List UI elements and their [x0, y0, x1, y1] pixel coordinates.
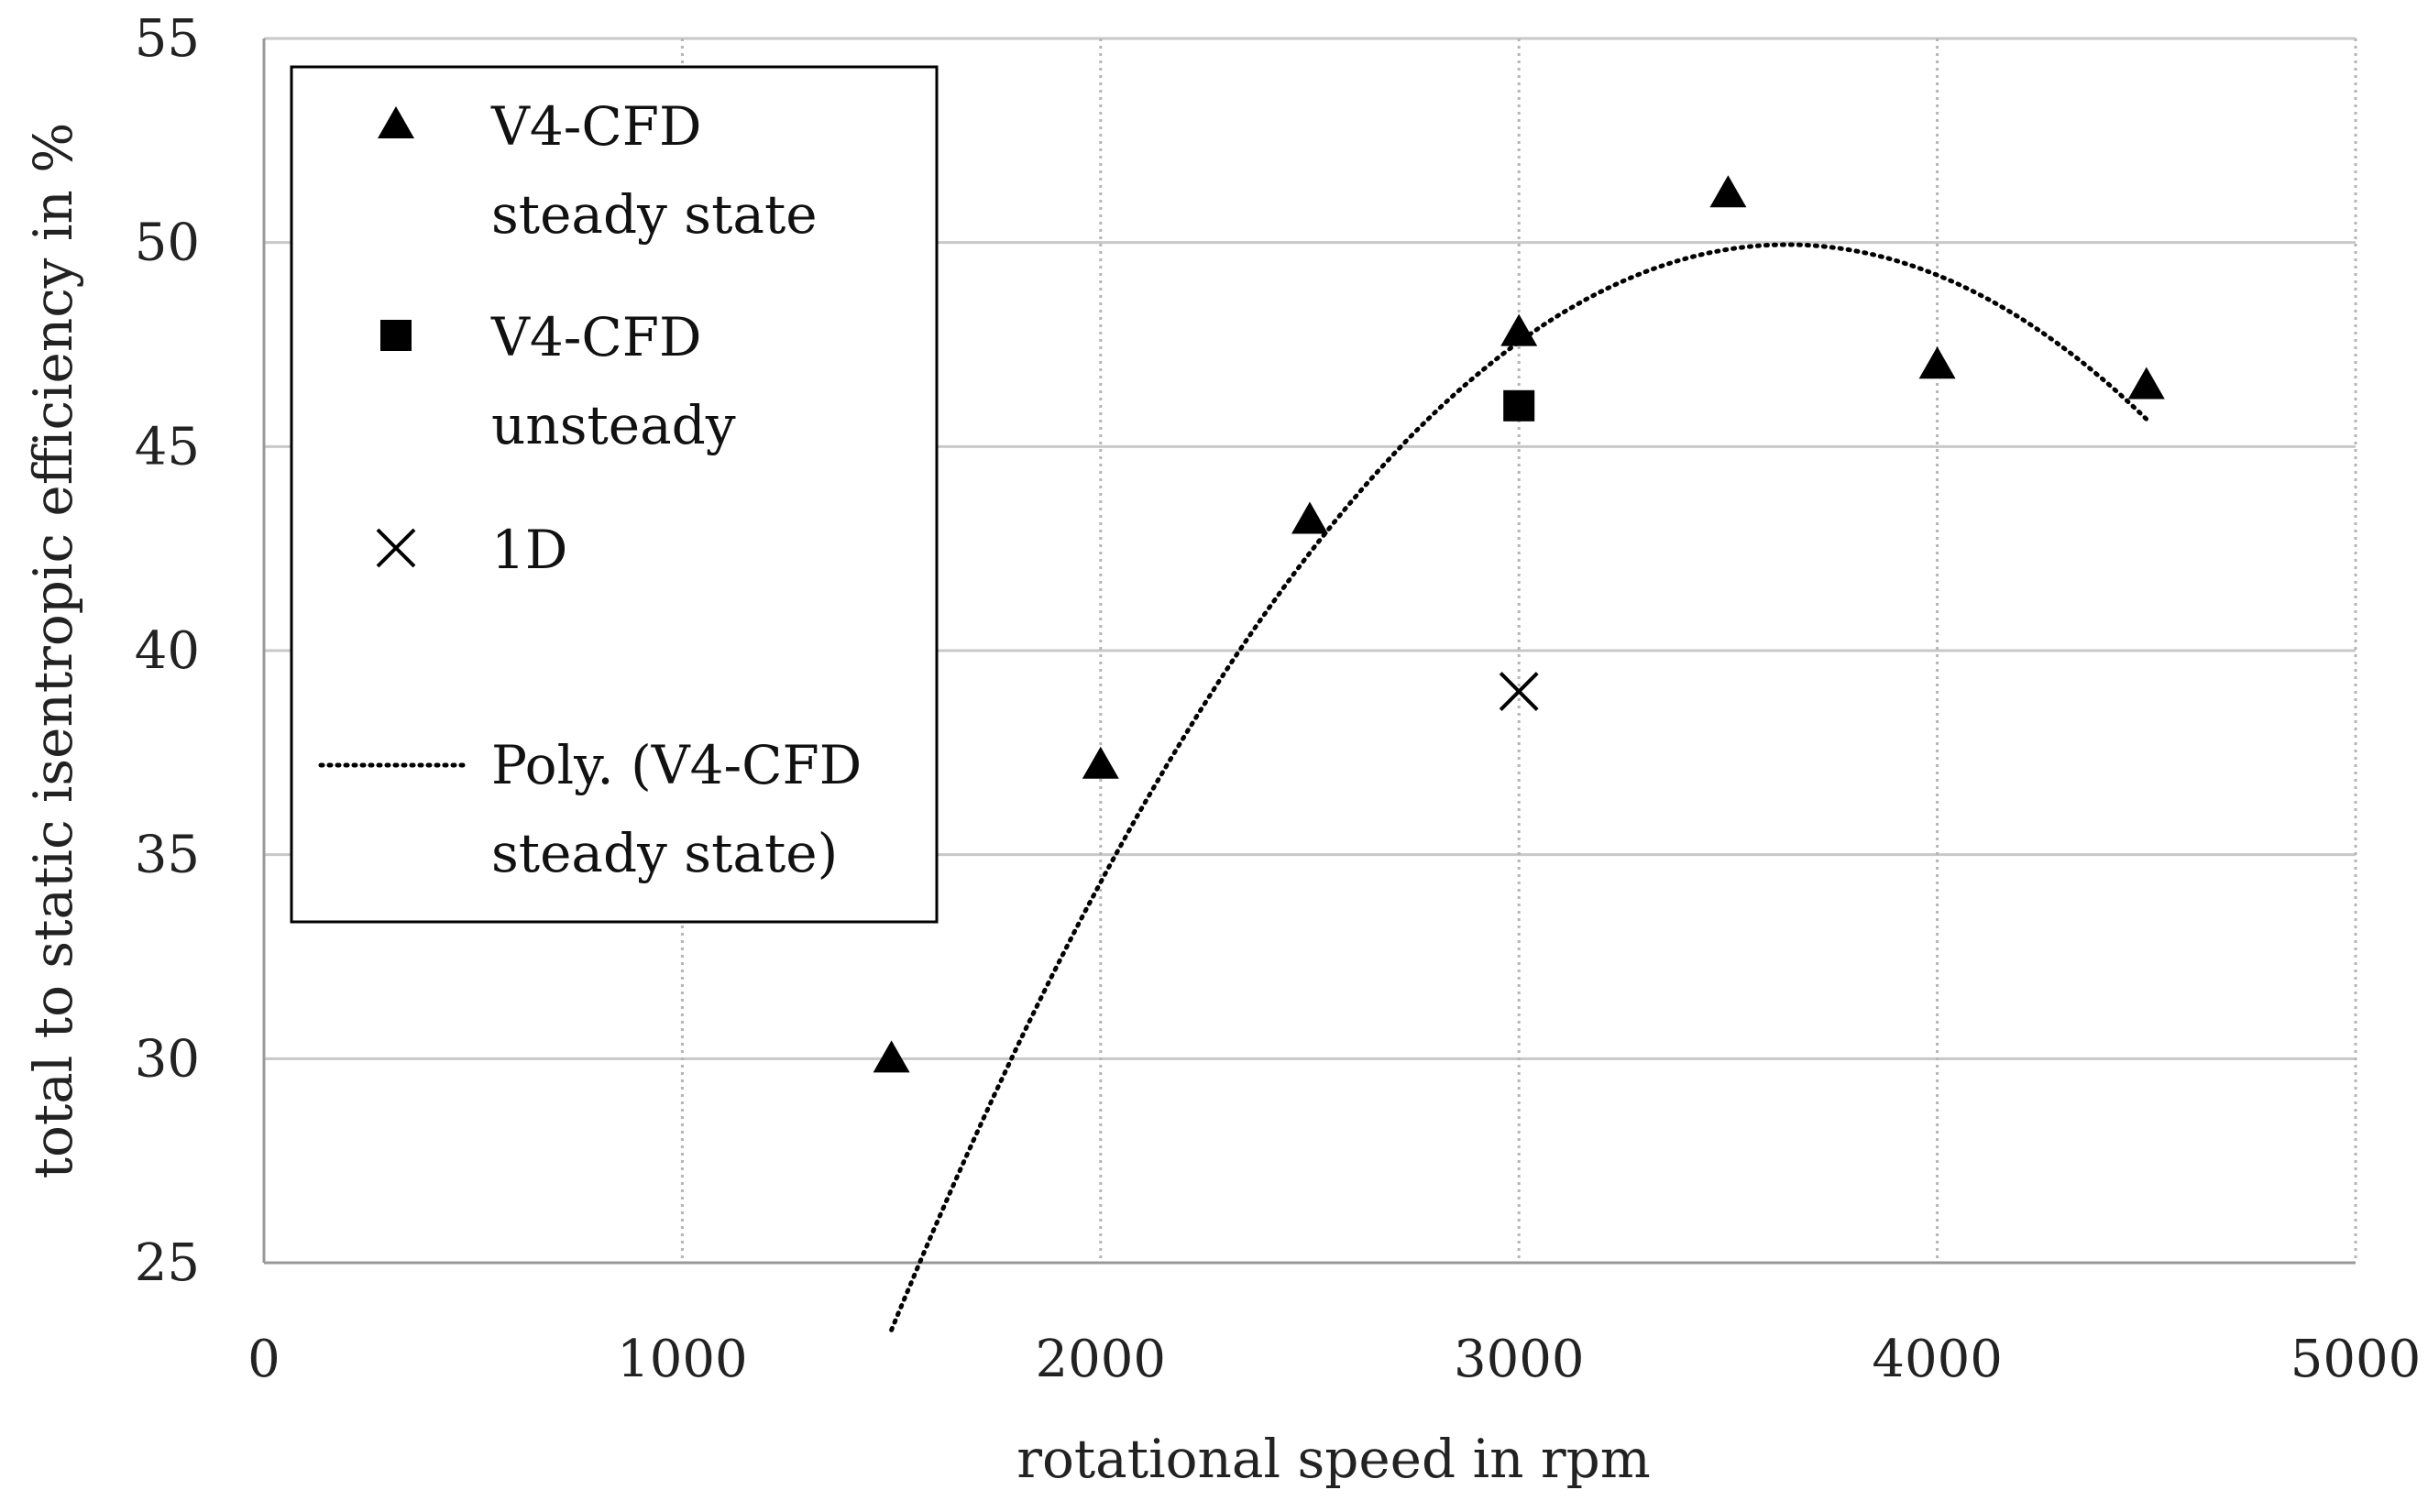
data-point-triangle	[2127, 367, 2165, 400]
x-marker-stroke	[376, 528, 416, 568]
legend-symbol-x	[376, 528, 416, 568]
legend-box	[290, 65, 939, 924]
x-tick-labels: 0 1000 2000 3000 4000 5000	[247, 1330, 2421, 1389]
x-tick-label: 4000	[1872, 1330, 2003, 1389]
legend: V4-CFD steady state V4-CFD unsteady 1D Poly. …	[290, 65, 939, 924]
data-point-triangle	[1291, 501, 1328, 534]
data-point-triangle	[1082, 746, 1119, 779]
data-point-triangle	[873, 1040, 910, 1073]
y-tick-label: 30	[135, 1029, 200, 1089]
data-point-x	[1499, 672, 1539, 711]
data-point-triangle	[1500, 313, 1538, 346]
legend-label: steady state	[491, 183, 818, 246]
x-tick-label: 3000	[1454, 1330, 1585, 1389]
y-axis-title: total to static isentropic efficiency in…	[22, 123, 84, 1179]
x-axis-title: rotational speed in rpm	[1016, 1428, 1651, 1490]
y-tick-label: 40	[135, 621, 200, 681]
x-tick-label: 1000	[617, 1330, 748, 1389]
axes	[262, 38, 2356, 1265]
y-tick-label: 35	[135, 826, 200, 885]
legend-label: unsteady	[491, 394, 736, 456]
legend-label: steady state)	[491, 822, 838, 884]
x-tick-label: 2000	[1036, 1330, 1167, 1389]
series-layer	[873, 175, 2165, 1332]
legend-label: 1D	[491, 519, 567, 581]
legend-label: V4-CFD	[490, 306, 702, 368]
y-tick-labels: 25 30 35 40 45 50 55	[135, 9, 200, 1293]
x-tick-label: 0	[247, 1330, 280, 1389]
y-tick-label: 45	[135, 417, 200, 477]
x-tick-label: 5000	[2291, 1330, 2422, 1389]
legend-label: V4-CFD	[490, 95, 702, 158]
legend-symbol-triangle	[378, 106, 414, 138]
legend-label: Poly. (V4-CFD	[491, 734, 862, 796]
y-tick-label: 50	[135, 214, 200, 273]
y-tick-label: 25	[135, 1233, 200, 1293]
data-point-square	[1503, 389, 1535, 422]
y-tick-label: 55	[135, 9, 200, 69]
legend-symbol-square	[380, 320, 412, 351]
data-point-triangle	[1709, 175, 1747, 208]
x-marker-stroke	[1499, 672, 1539, 711]
data-point-triangle	[1918, 346, 1956, 379]
